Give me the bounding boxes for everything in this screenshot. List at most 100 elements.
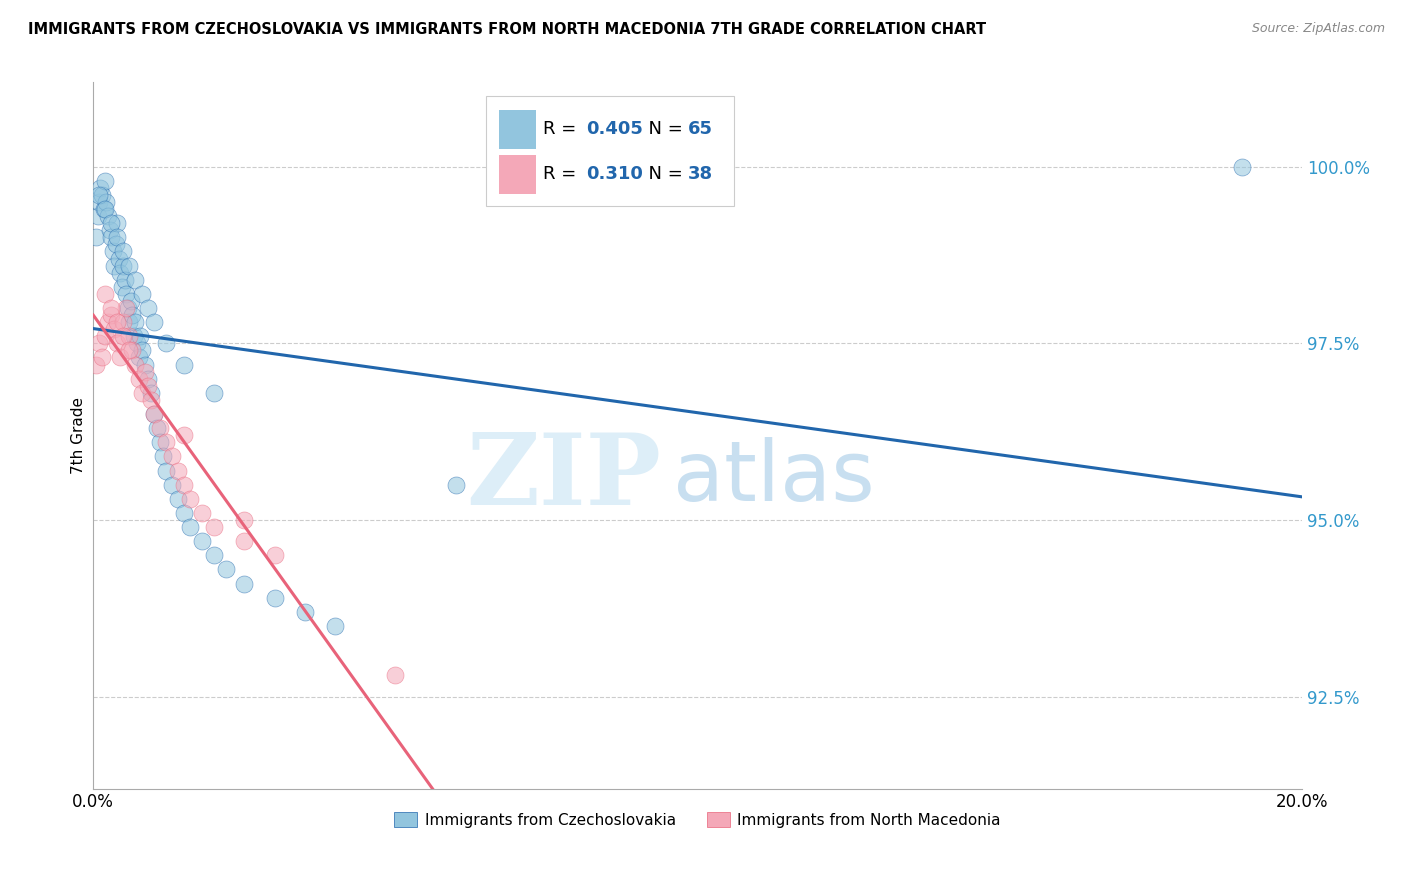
- Text: IMMIGRANTS FROM CZECHOSLOVAKIA VS IMMIGRANTS FROM NORTH MACEDONIA 7TH GRADE CORR: IMMIGRANTS FROM CZECHOSLOVAKIA VS IMMIGR…: [28, 22, 986, 37]
- Point: [97, 209, 120, 223]
- Point: [136, 372, 159, 386]
- Text: 0.405: 0.405: [586, 120, 644, 138]
- Point: [118, 329, 141, 343]
- Point: [128, 351, 150, 365]
- Point: [131, 385, 153, 400]
- Point: [94, 286, 117, 301]
- Point: [101, 244, 124, 259]
- Point: [121, 343, 143, 358]
- Bar: [499, 111, 536, 149]
- Point: [179, 491, 201, 506]
- Point: [149, 435, 172, 450]
- Point: [115, 286, 138, 301]
- Point: [118, 315, 141, 329]
- Point: [129, 329, 152, 343]
- Point: [160, 450, 183, 464]
- Text: N =: N =: [637, 165, 689, 183]
- Text: R =: R =: [543, 120, 582, 138]
- Point: [91, 351, 114, 365]
- Point: [105, 230, 128, 244]
- Point: [139, 392, 162, 407]
- Point: [233, 576, 256, 591]
- Point: [97, 315, 120, 329]
- Point: [120, 293, 142, 308]
- Legend: Immigrants from Czechoslovakia, Immigrants from North Macedonia: Immigrants from Czechoslovakia, Immigran…: [388, 805, 1007, 834]
- Point: [166, 464, 188, 478]
- Point: [110, 351, 132, 365]
- Point: [173, 506, 195, 520]
- Point: [179, 520, 201, 534]
- Point: [173, 477, 195, 491]
- Point: [202, 520, 225, 534]
- Point: [124, 273, 146, 287]
- Point: [142, 315, 165, 329]
- Point: [121, 308, 143, 322]
- Point: [118, 259, 141, 273]
- Point: [98, 223, 121, 237]
- Point: [142, 407, 165, 421]
- Point: [111, 280, 134, 294]
- Point: [105, 237, 128, 252]
- Point: [136, 301, 159, 315]
- Point: [124, 358, 146, 372]
- Point: [323, 619, 346, 633]
- Point: [142, 407, 165, 421]
- Point: [166, 491, 188, 506]
- Point: [263, 591, 285, 605]
- Point: [84, 230, 107, 244]
- Text: N =: N =: [637, 120, 689, 138]
- Text: R =: R =: [543, 165, 582, 183]
- Point: [107, 252, 129, 266]
- Point: [115, 301, 138, 315]
- Point: [105, 315, 128, 329]
- Point: [155, 435, 177, 450]
- Point: [233, 513, 256, 527]
- Point: [152, 450, 174, 464]
- Point: [84, 358, 107, 372]
- Text: 38: 38: [688, 165, 713, 183]
- Point: [160, 477, 183, 491]
- Point: [124, 329, 146, 343]
- Point: [173, 358, 195, 372]
- Point: [94, 174, 117, 188]
- Point: [131, 286, 153, 301]
- Point: [384, 668, 406, 682]
- Point: [215, 562, 238, 576]
- Point: [117, 301, 139, 315]
- Point: [173, 428, 195, 442]
- Text: 0.310: 0.310: [586, 165, 644, 183]
- Point: [100, 230, 122, 244]
- Point: [191, 506, 214, 520]
- Point: [294, 605, 316, 619]
- Y-axis label: 7th Grade: 7th Grade: [72, 397, 86, 474]
- Point: [134, 365, 156, 379]
- Text: ZIP: ZIP: [467, 429, 661, 526]
- Point: [202, 385, 225, 400]
- Text: Source: ZipAtlas.com: Source: ZipAtlas.com: [1251, 22, 1385, 36]
- Point: [87, 209, 110, 223]
- Point: [202, 549, 225, 563]
- Point: [94, 202, 117, 216]
- Point: [110, 266, 132, 280]
- Point: [112, 244, 135, 259]
- Point: [93, 202, 115, 216]
- Point: [105, 336, 128, 351]
- Point: [100, 301, 122, 315]
- Point: [112, 329, 135, 343]
- Point: [145, 421, 167, 435]
- Point: [136, 378, 159, 392]
- Point: [128, 372, 150, 386]
- Point: [118, 343, 141, 358]
- Point: [1230, 160, 1253, 174]
- Point: [114, 273, 136, 287]
- Point: [89, 188, 111, 202]
- FancyBboxPatch shape: [486, 96, 734, 205]
- Point: [444, 477, 467, 491]
- Point: [112, 315, 135, 329]
- Point: [103, 322, 125, 336]
- Point: [96, 194, 118, 209]
- Point: [112, 259, 135, 273]
- Point: [263, 549, 285, 563]
- Point: [233, 534, 256, 549]
- Point: [100, 216, 122, 230]
